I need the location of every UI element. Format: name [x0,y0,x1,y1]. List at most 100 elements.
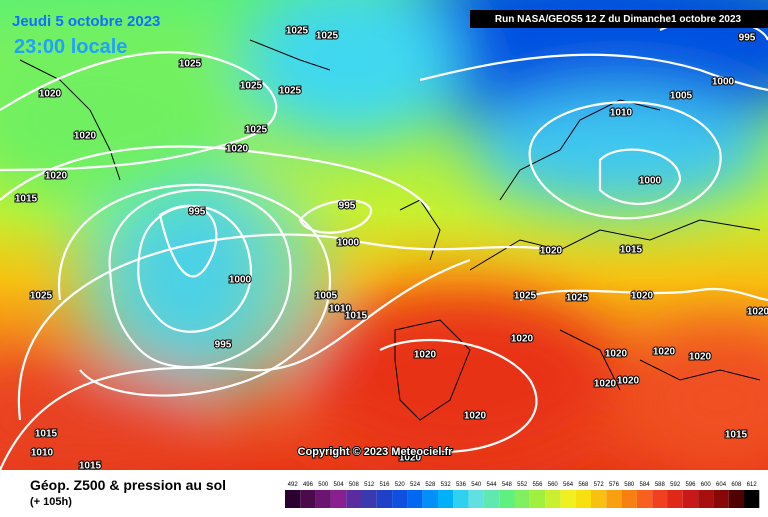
isobar-label: 1010 [329,304,352,315]
scale-tick-label: 576 [609,482,620,488]
isobar-label: 995 [215,340,232,351]
scale-swatch [453,490,469,508]
isobar-label: 1010 [31,448,54,459]
scale-tick-label: 580 [624,482,635,488]
isobar-label: 1020 [631,291,654,302]
isobar-label: 1015 [725,430,748,441]
isobar-label: 1015 [620,245,643,256]
isobar-label: 1020 [74,131,97,142]
scale-tick-label: 536 [456,482,467,488]
scale-tick-label: 600 [701,482,712,488]
scale-tick-label: 500 [318,482,329,488]
scale-swatch [621,490,637,508]
isobar-label: 1025 [240,81,263,92]
scale-tick-label: 504 [334,482,345,488]
scale-swatch [529,490,546,508]
scale-tick-label: 560 [548,482,559,488]
scale-tick-label: 556 [532,482,543,488]
scale-swatch [361,490,377,508]
scale-tick-label: 596 [685,482,696,488]
scale-tick-label: 516 [379,482,390,488]
scale-swatch [652,490,668,508]
scale-tick-label: 568 [578,482,589,488]
isobar-label: 1020 [464,411,487,422]
isobar-label: 1015 [35,429,58,440]
scale-tick-label: 584 [640,482,651,488]
isobar-label: 1020 [45,171,68,182]
scale-tick-label: 528 [425,482,436,488]
scale-tick-label: 588 [655,482,666,488]
isobar-label: 1025 [316,31,339,42]
legend-title: Géop. Z500 & pression au sol [30,477,226,493]
scale-tick-label: 524 [410,482,421,488]
isobar-label: 1020 [653,347,676,358]
scale-swatch [285,490,301,508]
scale-swatch [606,490,622,508]
isobar-label: 1020 [617,376,640,387]
isobar-label: 1020 [399,453,422,464]
scale-tick-label: 496 [303,482,314,488]
scale-swatch [346,490,362,508]
scale-swatch [392,490,408,508]
isobar-label: 1025 [514,291,537,302]
scale-tick-label: 552 [517,482,528,488]
scale-swatch [407,490,423,508]
isobar-label: 1020 [747,307,768,318]
scale-swatch [591,490,607,508]
legend-lead: (+ 105h) [30,496,72,508]
isobar-label: 1020 [511,334,534,345]
scale-tick-label: 520 [395,482,406,488]
isobar-label: 1015 [15,194,38,205]
isobar-label: 995 [339,201,356,212]
scale-tick-label: 592 [670,482,681,488]
scale-swatch [560,490,576,508]
scale-tick-label: 532 [441,482,452,488]
forecast-date: Jeudi 5 octobre 2023 [12,13,160,30]
isobar-label: 1000 [639,176,662,187]
isobar-label: 1025 [566,293,589,304]
scale-swatch [376,490,393,508]
isobar-label: 1010 [610,108,633,119]
isobar-label: 1000 [712,77,735,88]
scale-swatch [667,490,683,508]
scale-tick-label: 492 [288,482,299,488]
isobar-label: 1025 [245,125,268,136]
isobar-label: 1020 [605,349,628,360]
scale-tick-label: 540 [471,482,482,488]
scale-tick-label: 508 [349,482,360,488]
scale-swatch [300,490,316,508]
isobar-label: 1020 [540,246,563,257]
isobar-label: 1025 [279,86,302,97]
isobar-label: 1005 [315,291,338,302]
scale-tick-label: 544 [487,482,498,488]
run-banner [470,10,768,28]
isobar-label: 1025 [179,59,202,70]
isobar-label: 995 [189,207,206,218]
forecast-time: 23:00 locale [14,36,127,58]
scale-swatch [682,490,699,508]
isobar-label: 1000 [229,275,252,286]
isobar-label: 1020 [594,379,617,390]
scale-swatch [438,490,454,508]
scale-swatch [744,490,760,508]
scale-tick-label: 608 [731,482,742,488]
isobar-label: 1020 [226,144,249,155]
isobar-label: 1020 [689,352,712,363]
isobar-label: 1025 [30,291,53,302]
isobar-label: 1015 [345,311,368,322]
coastlines [19,39,761,421]
copyright: Copyright © 2023 Meteociel.fr [298,446,454,458]
scale-swatch [713,490,729,508]
scale-tick-label: 564 [563,482,574,488]
scale-swatch [728,490,744,508]
scale-swatch [468,490,484,508]
isobars [0,18,768,471]
scale-tick-label: 612 [747,482,758,488]
scale-tick-label: 512 [364,482,375,488]
scale-swatch [422,490,438,508]
isobar-label: 995 [739,33,756,44]
scale-tick-label: 604 [716,482,727,488]
scale-swatch [575,490,591,508]
